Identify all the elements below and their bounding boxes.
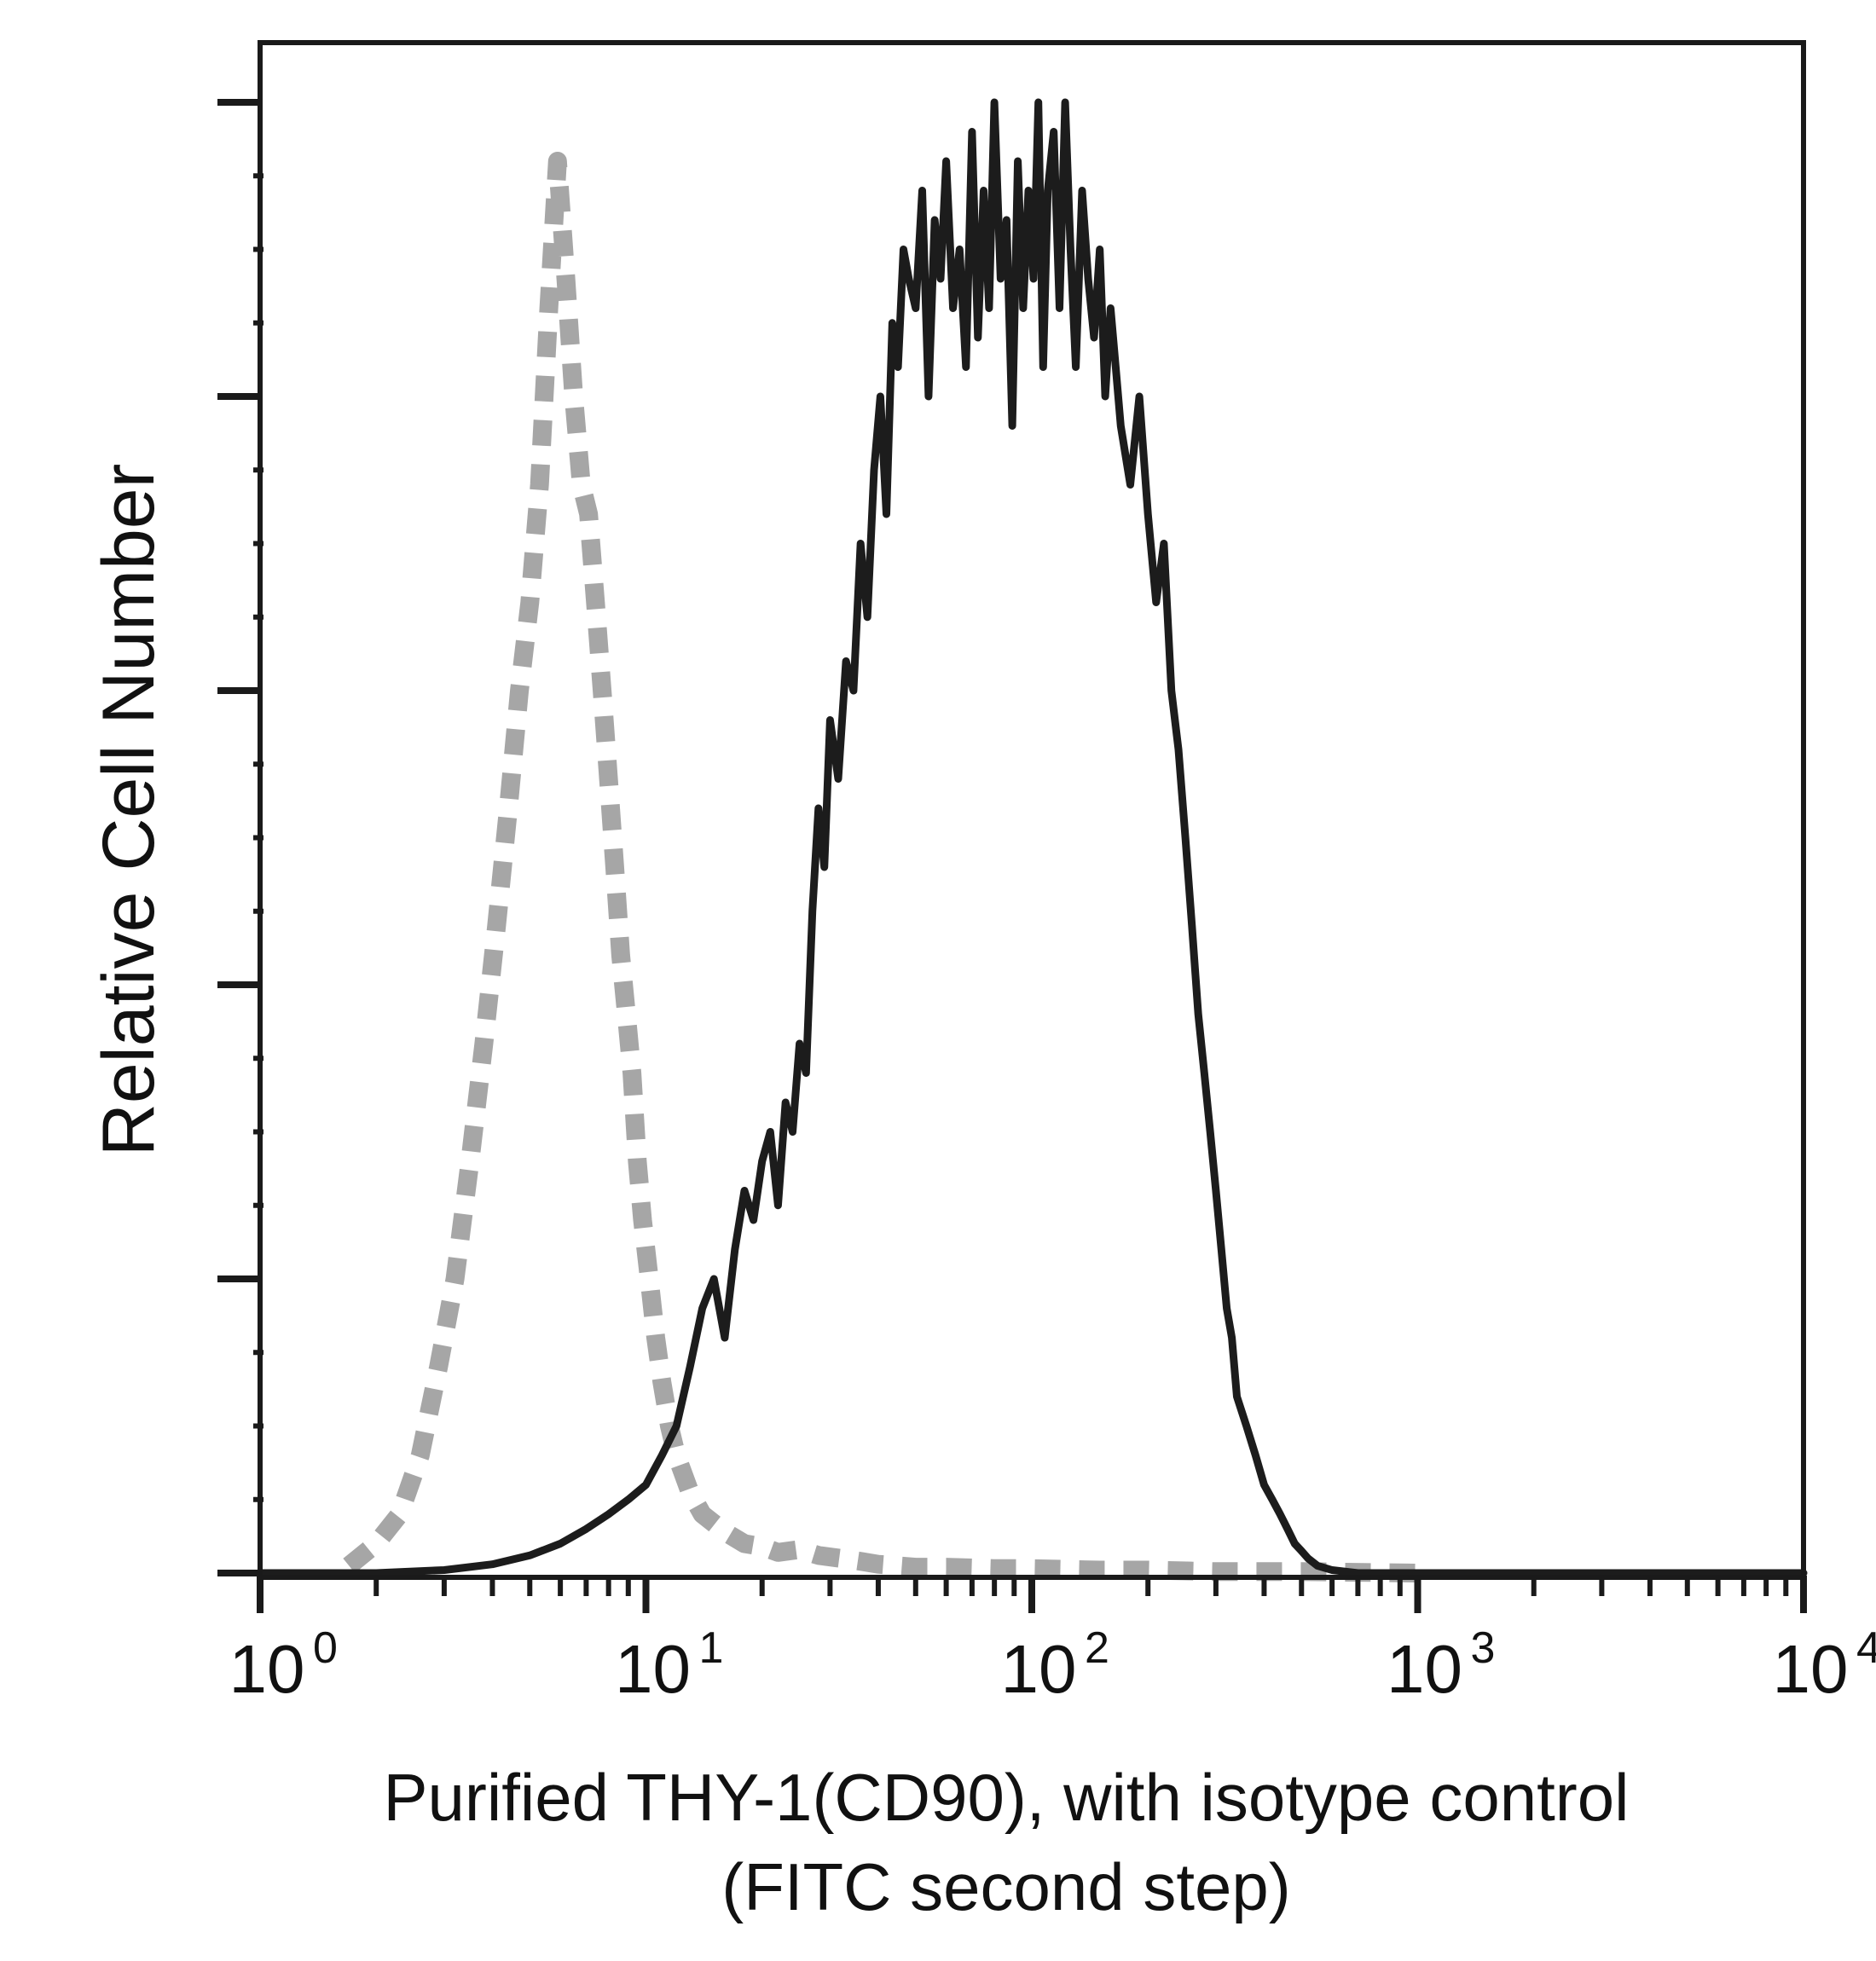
x-axis-tick-labels: 10 0 10 1 10 2 10 3 10 4: [229, 1623, 1876, 1707]
y-axis-ticks: [217, 99, 263, 1576]
x-tick-label: 10 3: [1387, 1623, 1495, 1707]
x-tick-label-base: 10: [1387, 1631, 1462, 1707]
isotype-control-histogram-line: [343, 152, 1418, 1582]
x-tick-label: 10 4: [1773, 1623, 1876, 1707]
x-tick-label-exponent: 2: [1085, 1623, 1109, 1673]
series-layer: [256, 98, 1808, 1582]
x-axis-ticks: [257, 1576, 1807, 1613]
x-tick-label-exponent: 0: [313, 1623, 338, 1673]
x-tick-label-exponent: 3: [1471, 1623, 1496, 1673]
x-axis-label-line2: (FITC second step): [721, 1849, 1291, 1924]
x-tick-label: 10 0: [229, 1623, 338, 1707]
x-tick-label-exponent: 1: [699, 1623, 724, 1673]
x-tick-label-exponent: 4: [1856, 1623, 1876, 1673]
y-axis-label: Relative Cell Number: [88, 464, 170, 1157]
x-tick-label-base: 10: [615, 1631, 691, 1707]
x-tick-label: 10 1: [615, 1623, 723, 1707]
thy1-cd90-histogram-line: [256, 98, 1808, 1577]
x-tick-label-base: 10: [1001, 1631, 1077, 1707]
x-axis-label: Purified THY-1(CD90), with isotype contr…: [384, 1760, 1630, 1835]
x-tick-label-base: 10: [1773, 1631, 1849, 1707]
x-tick-label-base: 10: [229, 1631, 305, 1707]
x-tick-label: 10 2: [1001, 1623, 1109, 1707]
